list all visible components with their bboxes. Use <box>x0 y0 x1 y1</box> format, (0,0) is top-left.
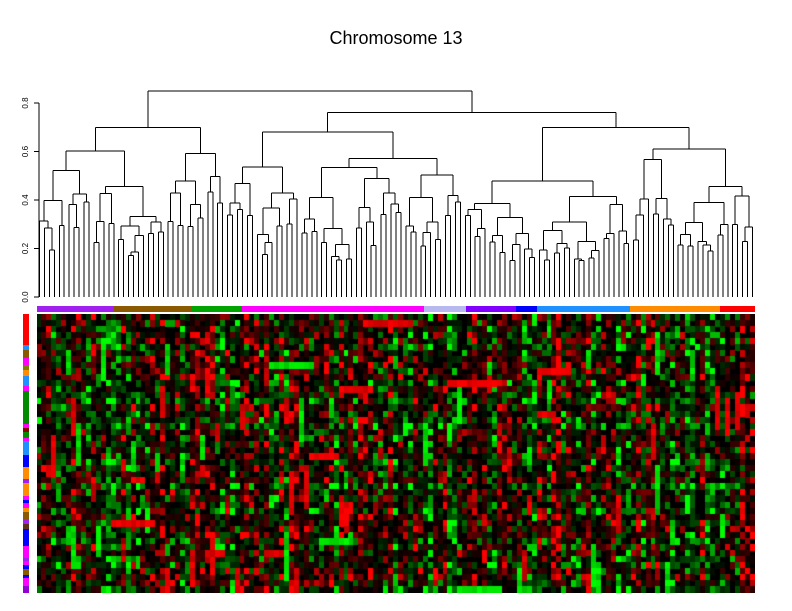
row-class-segment <box>23 467 29 479</box>
row-class-segment <box>23 546 29 558</box>
row-class-segment <box>23 357 29 366</box>
row-class-segment <box>23 524 29 529</box>
row-class-segment <box>23 578 29 587</box>
row-class-segment <box>23 586 29 593</box>
row-class-segment <box>23 565 29 569</box>
y-axis-tick-label: 0.6 <box>21 145 30 157</box>
column-class-segment <box>720 306 755 312</box>
chart-title: Chromosome 13 <box>329 28 463 48</box>
column-class-segment <box>242 306 424 312</box>
y-axis-tick-label: 0.8 <box>21 97 30 109</box>
column-class-segment <box>113 306 192 312</box>
row-class-segment <box>23 375 29 387</box>
row-class-segment <box>23 568 29 575</box>
y-axis-tick-label: 0.2 <box>21 242 30 254</box>
row-class-segment <box>23 528 29 547</box>
row-class-segment <box>23 350 29 358</box>
row-class-segment <box>23 508 29 512</box>
y-axis-tick-label: 0.0 <box>21 291 30 303</box>
y-axis: 0.0 0.2 0.4 0.6 0.8 <box>21 97 40 303</box>
row-class-segment <box>23 454 29 468</box>
row-class-bar <box>23 314 29 593</box>
column-class-segment <box>192 306 242 312</box>
column-class-segment <box>424 306 466 312</box>
row-class-segment <box>23 437 29 442</box>
y-axis-tick-label: 0.4 <box>21 194 30 206</box>
row-class-segment <box>23 478 29 484</box>
column-class-segment <box>516 306 537 312</box>
row-class-segment <box>23 557 29 562</box>
row-class-segment <box>23 503 29 509</box>
row-class-segment <box>23 500 29 504</box>
row-class-segment <box>23 519 29 525</box>
heatmap-canvas <box>37 314 755 593</box>
column-class-segment <box>37 306 113 312</box>
row-class-segment <box>23 441 29 455</box>
row-class-segment <box>23 365 29 371</box>
row-class-segment <box>23 386 29 392</box>
row-class-segment <box>23 574 29 579</box>
row-class-segment <box>23 511 29 520</box>
row-class-segment <box>23 370 29 376</box>
row-class-segment <box>23 391 29 425</box>
column-class-segment <box>630 306 720 312</box>
row-class-segment <box>23 428 29 432</box>
row-class-segment <box>23 314 29 346</box>
row-class-segment <box>23 431 29 438</box>
row-class-segment <box>23 424 29 429</box>
row-class-segment <box>23 483 29 496</box>
dendrogram-tree <box>38 90 754 297</box>
column-class-bar <box>37 306 755 312</box>
row-class-segment <box>23 345 29 351</box>
column-class-segment <box>537 306 630 312</box>
row-class-segment <box>23 561 29 566</box>
row-class-segment <box>23 495 29 501</box>
column-class-segment <box>466 306 516 312</box>
